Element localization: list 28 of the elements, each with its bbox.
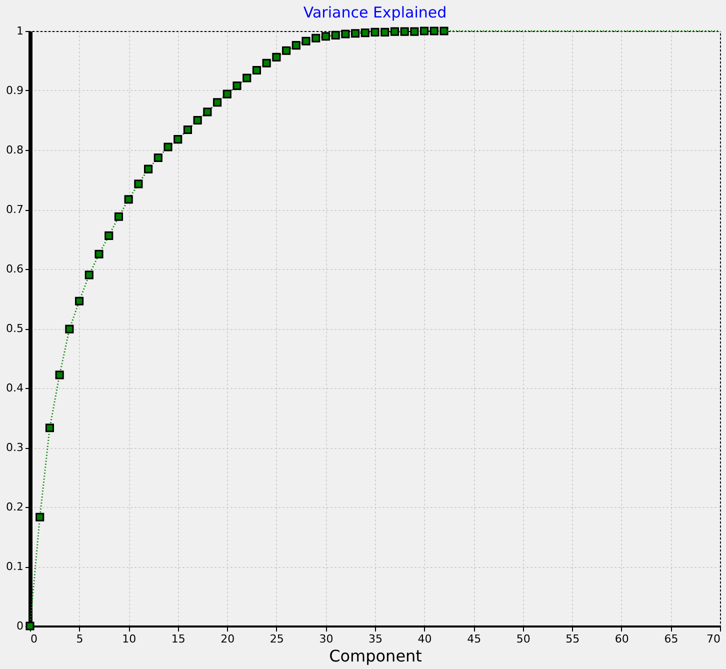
- y-tick-label: 0.5: [6, 322, 24, 335]
- y-tick-label: 0.7: [6, 203, 24, 216]
- x-tick-label: 5: [76, 632, 84, 646]
- x-tick-label: 70: [706, 632, 720, 646]
- y-tick-label: 1: [16, 24, 24, 38]
- x-tick-label: 0: [30, 632, 38, 646]
- x-tick-label: 10: [122, 632, 136, 646]
- y-tick-label: 0.4: [6, 382, 24, 394]
- y-tick-label: 0.9: [6, 84, 24, 97]
- x-axis-title: Component: [329, 646, 422, 666]
- y-tick-label: 0.6: [6, 262, 24, 276]
- x-tick-label: 55: [566, 632, 580, 646]
- chart-title: Variance Explained: [303, 3, 447, 22]
- x-tick-label: 45: [467, 632, 482, 646]
- y-tick-label: 0.8: [6, 144, 24, 156]
- x-tick-label: 15: [171, 632, 186, 646]
- x-tick-label: 35: [368, 632, 382, 646]
- x-tick-label: 20: [220, 632, 235, 646]
- y-tick-label: 0.2: [6, 500, 24, 514]
- x-tick-label: 50: [516, 632, 530, 646]
- y-tick-label: 0: [16, 620, 24, 632]
- y-tick-label: 0.3: [6, 441, 24, 454]
- x-tick-label: 30: [319, 632, 334, 646]
- y-tick-label: 0.1: [6, 560, 24, 573]
- x-tick-label: 65: [664, 632, 678, 646]
- x-tick-label: 25: [270, 632, 284, 646]
- x-tick-label: 40: [418, 632, 432, 646]
- x-tick-label: 60: [614, 632, 629, 646]
